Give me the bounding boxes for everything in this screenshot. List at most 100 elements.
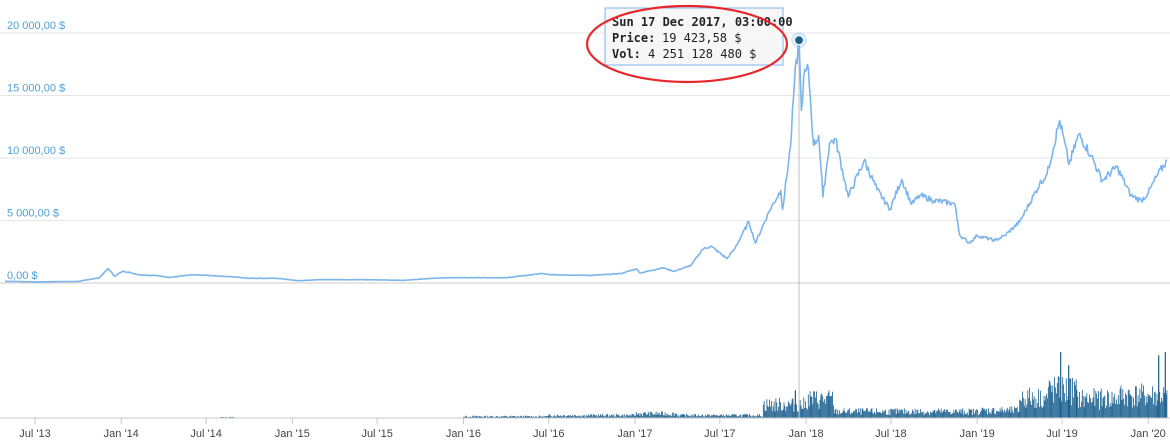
volume-bar [816,391,817,418]
volume-bar [753,415,755,418]
volume-bar [1070,378,1072,418]
volume-bar [1031,392,1033,418]
volume-bar [1081,401,1082,418]
volume-bar [1074,381,1075,418]
volume-bar [971,409,973,418]
volume-bar [724,416,726,418]
volume-bar [761,416,763,418]
volume-bar [596,414,598,418]
tooltip-title: Sun 17 Dec 2017, 03:00:00 [612,15,793,29]
volume-bar [602,415,604,418]
volume-bar [754,416,756,418]
volume-bar [1013,412,1014,418]
volume-bar [568,415,570,418]
horizontal-gridlines [0,32,1170,284]
volume-bar [912,411,914,418]
volume-bar [839,410,840,418]
volume-bar [476,415,477,418]
volume-bar [1118,404,1120,418]
volume-bar [889,415,891,418]
volume-bar [690,414,692,418]
volume-bar [719,415,721,418]
x-axis-ticks: Jul '13 Jan '14 Jul '14 Jan '15 Jul '15 Jan '… [19,418,1166,440]
volume-bar [617,414,618,418]
volume-bar [558,415,560,418]
volume-bar [956,409,957,418]
volume-bar [466,415,467,418]
volume-bar [833,405,834,418]
volume-bar [845,413,847,418]
volume-bar [1047,386,1049,418]
volume-bar [708,414,710,418]
volume-bar [969,409,971,418]
volume-bar [997,411,998,418]
volume-bar [828,390,830,418]
volume-bar [765,411,767,418]
volume-bar [947,409,948,418]
volume-bar [609,415,610,418]
volume-bar [569,416,571,418]
volume-bar [833,413,835,418]
volume-bar [540,416,542,418]
volume-bar [623,416,625,418]
volume-bar [1162,401,1163,418]
volume-bar [1108,392,1109,418]
volume-bar [1155,405,1157,418]
volume-bar [975,409,977,418]
volume-bar [672,412,674,418]
volume-bar [222,416,224,418]
volume-bar [628,415,630,418]
volume-bar [684,414,686,418]
volume-bar [1075,379,1077,418]
volume-bar [1153,392,1155,418]
volume-bar [791,399,793,418]
volume-bar [778,406,779,418]
x-tick-label: Jan '17 [617,428,652,440]
volume-bar [1026,404,1028,418]
volume-bar [572,415,573,418]
volume-bar [677,416,678,418]
volume-bar [521,415,522,418]
volume-bar [826,396,828,418]
volume-bar [644,412,646,418]
volume-bar [812,404,814,418]
volume-bar [651,412,652,418]
price-series-line [5,39,1168,283]
volume-bar [538,416,539,418]
volume-bar [488,416,490,418]
volume-bar [564,415,565,418]
volume-bar [727,416,729,418]
volume-bar [871,408,873,418]
volume-bar [1129,394,1131,418]
volume-bar [867,408,868,418]
volume-bar [852,412,854,418]
volume-bar [635,415,636,418]
volume-bar [914,408,916,418]
hover-point-marker[interactable] [793,35,805,46]
volume-bar [879,412,881,418]
volume-bar [656,415,658,418]
volume-bar [1055,387,1056,418]
volume-bar [666,413,668,418]
volume-bar [485,415,486,418]
volume-bar [979,414,980,418]
volume-bar [950,414,952,418]
volume-bar [695,414,696,418]
volume-bar [1068,365,1070,418]
volume-bar [643,412,644,418]
volume-bar [913,413,915,418]
volume-bar [1085,397,1087,418]
volume-bar [875,413,876,418]
volume-bar [638,413,640,418]
volume-bar [664,412,666,418]
volume-bar [1001,407,1003,418]
volume-bar [945,412,947,418]
volume-bar [639,416,641,418]
volume-bar [820,394,822,418]
volume-bar [905,410,907,418]
volume-bar [530,416,531,418]
volume-bar [1034,408,1036,418]
volume-bar [582,415,583,418]
volume-bar [862,408,864,418]
volume-bar [806,407,807,418]
